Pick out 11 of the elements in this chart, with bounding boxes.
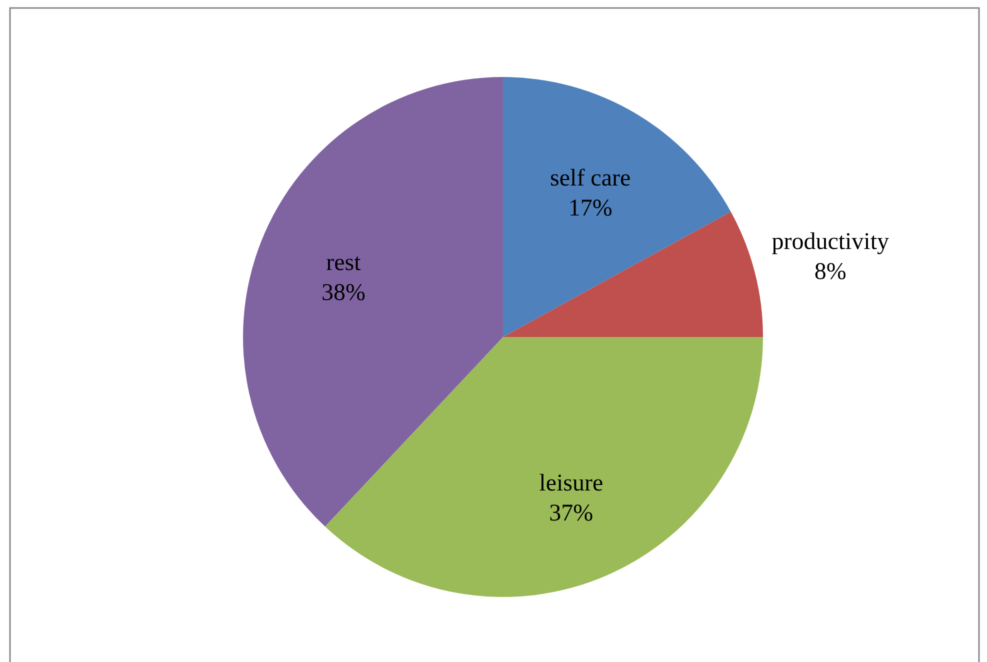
pie-slice [325,337,763,597]
pie-slice [503,77,731,337]
slice-label: self care [550,165,631,192]
data-label: 17% [568,195,612,222]
data-label: 37% [549,500,594,526]
pie-slice [244,77,503,527]
data-label: 8% [814,258,846,285]
slice-label: productivity [772,228,890,255]
data-label: 38% [321,280,366,306]
slice-label: rest [326,250,362,276]
slice-label: leisure [539,470,604,496]
